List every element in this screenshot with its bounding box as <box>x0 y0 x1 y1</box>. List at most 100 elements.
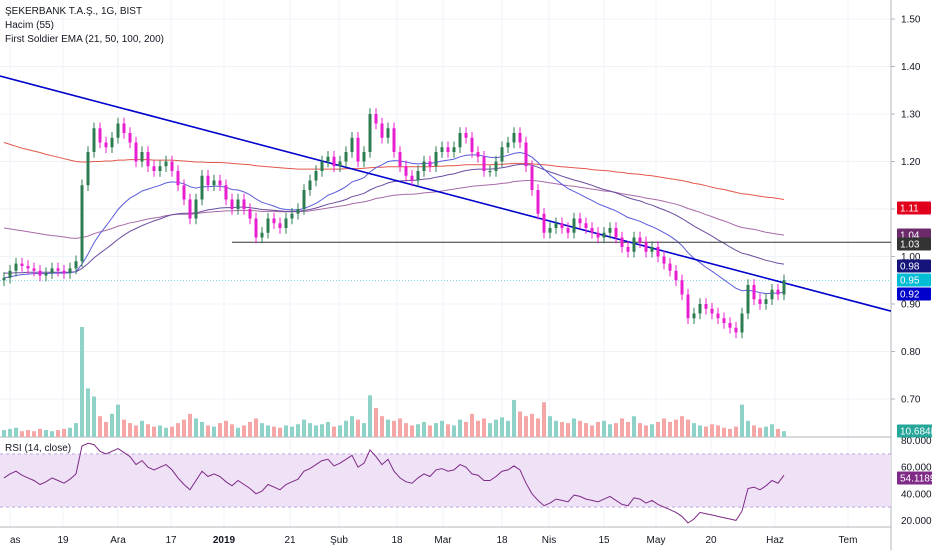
volume-bar <box>578 420 582 437</box>
candle-body <box>554 223 558 228</box>
candle-body <box>680 280 684 295</box>
price-candle <box>314 165 318 187</box>
rsi-tick-label: 80.0000 <box>901 436 932 447</box>
candle-body <box>560 223 564 228</box>
price-candle <box>710 303 714 320</box>
price-candle <box>2 272 6 286</box>
candle-body <box>542 213 546 233</box>
price-candle <box>92 122 96 158</box>
candle-body <box>110 137 114 148</box>
time-tick-label: Şub <box>330 535 348 546</box>
price-candle <box>584 217 588 234</box>
price-badge: 1.03 <box>897 237 931 251</box>
volume-bar <box>704 426 708 437</box>
volume-bar <box>482 418 486 437</box>
price-candle <box>776 284 780 301</box>
volume-bar <box>770 424 774 437</box>
price-candle <box>698 298 702 320</box>
volume-bar <box>356 419 360 437</box>
volume-indicator-label[interactable]: Hacim (55) <box>5 20 54 31</box>
volume-bar <box>698 425 702 437</box>
candle-body <box>14 263 18 271</box>
price-candle <box>746 279 750 320</box>
candle-body <box>446 147 450 152</box>
volume-bar <box>584 423 588 437</box>
volume-bar <box>722 427 726 437</box>
price-candle <box>464 127 468 144</box>
price-candle <box>50 262 54 279</box>
volume-bar <box>152 426 156 437</box>
price-badge-bg <box>897 201 931 215</box>
candle-body <box>746 285 750 314</box>
volume-bar <box>266 425 270 437</box>
price-candle <box>638 231 642 248</box>
volume-bar <box>422 421 426 437</box>
price-candle <box>56 262 60 277</box>
volume-bar <box>518 411 522 437</box>
price-candle <box>452 141 456 158</box>
candle-body <box>62 270 66 274</box>
price-candle <box>458 127 462 153</box>
price-candle <box>734 322 738 339</box>
price-candle <box>182 179 186 206</box>
ema100-line <box>3 180 785 239</box>
volume-bar <box>368 395 372 437</box>
volume-bar <box>14 427 18 437</box>
volume-bar <box>236 427 240 437</box>
candle-body <box>224 185 228 200</box>
candle-body <box>266 218 270 233</box>
volume-bar <box>158 425 162 437</box>
volume-bar <box>434 423 438 437</box>
price-candle <box>764 293 768 310</box>
volume-bar <box>182 419 186 437</box>
volume-bar <box>278 427 282 437</box>
price-candle <box>350 132 354 158</box>
candle-body <box>134 142 138 162</box>
price-candle <box>218 174 222 191</box>
price-candle <box>104 136 108 153</box>
price-candle <box>122 117 126 139</box>
volume-bar <box>110 413 114 437</box>
price-candle <box>140 146 144 168</box>
volume-bar <box>284 425 288 437</box>
candle-body <box>644 242 648 252</box>
candle-body <box>302 190 306 209</box>
ema-indicator-label[interactable]: First Soldier EMA (21, 50, 100, 200) <box>5 34 164 45</box>
candle-body <box>656 247 660 257</box>
price-candle <box>722 312 726 329</box>
volume-bar <box>296 424 300 437</box>
volume-bar <box>752 425 756 437</box>
candle-body <box>416 171 420 181</box>
volume-bar <box>242 425 246 437</box>
price-candle <box>290 208 294 225</box>
candle-body <box>662 256 666 264</box>
price-candle <box>8 265 12 284</box>
candle-body <box>260 232 264 238</box>
candle-body <box>230 199 234 209</box>
volume-bar <box>86 388 90 437</box>
candle-body <box>638 237 642 243</box>
volume-bar <box>200 421 204 437</box>
volume-bar <box>620 418 624 437</box>
candle-body <box>356 137 360 162</box>
volume-bar <box>608 424 612 437</box>
candle-body <box>92 128 96 152</box>
price-candle <box>494 155 498 177</box>
candle-body <box>104 142 108 148</box>
symbol-title[interactable]: ŞEKERBANK T.A.Ş., 1G, BIST <box>5 6 143 17</box>
price-candle <box>686 288 690 324</box>
candle-body <box>404 166 408 176</box>
price-candle <box>386 122 390 144</box>
rsi-indicator-label[interactable]: RSI (14, close) <box>5 443 72 454</box>
price-badge-text: 1.03 <box>900 240 920 251</box>
candle-body <box>380 123 384 138</box>
descending-trendline <box>0 75 892 312</box>
candle-body <box>386 128 390 138</box>
price-candle <box>410 170 414 187</box>
volume-bar <box>26 430 30 437</box>
candle-body <box>284 218 288 228</box>
price-tick-label: 1.50 <box>901 15 921 26</box>
candle-body <box>536 190 540 214</box>
volume-bar <box>128 423 132 437</box>
